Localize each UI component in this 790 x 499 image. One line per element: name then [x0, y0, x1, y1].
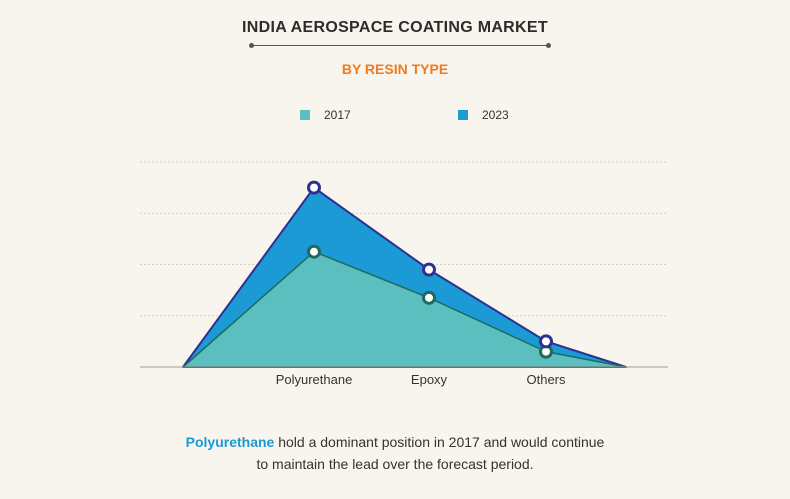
- chart-title: INDIA AEROSPACE COATING MARKET: [242, 19, 548, 36]
- underline-right-dot: [546, 43, 551, 48]
- legend-item-2023: 2023: [458, 108, 509, 122]
- x-label-epoxy: Epoxy: [411, 372, 448, 387]
- data-markers: [307, 180, 553, 359]
- legend-label-2023: 2023: [482, 108, 509, 122]
- footnote: Polyurethane hold a dominant position in…: [0, 431, 790, 475]
- point-2023-epoxy: [422, 262, 436, 277]
- x-axis-labels: Polyurethane Epoxy Others: [276, 372, 566, 387]
- underline-left-dot: [249, 43, 254, 48]
- chart-subtitle: BY RESIN TYPE: [341, 61, 449, 77]
- point-2017-others: [539, 344, 553, 359]
- footnote-line1: hold a dominant position in 2017 and wou…: [274, 434, 605, 450]
- footnote-highlight: Polyurethane: [185, 434, 275, 450]
- point-2023-others: [539, 334, 553, 349]
- legend-swatch-2023: [458, 110, 468, 120]
- legend-swatch-2017: [300, 110, 310, 120]
- legend-item-2017: 2017: [300, 108, 351, 122]
- point-2017-epoxy: [422, 290, 436, 305]
- point-2023-polyurethane: [307, 180, 321, 195]
- x-label-polyurethane: Polyurethane: [276, 372, 353, 387]
- footnote-line2: to maintain the lead over the forecast p…: [256, 456, 534, 472]
- x-label-others: Others: [526, 372, 566, 387]
- legend-label-2017: 2017: [324, 108, 351, 122]
- point-2017-polyurethane: [307, 244, 321, 259]
- title-underline: [249, 43, 551, 48]
